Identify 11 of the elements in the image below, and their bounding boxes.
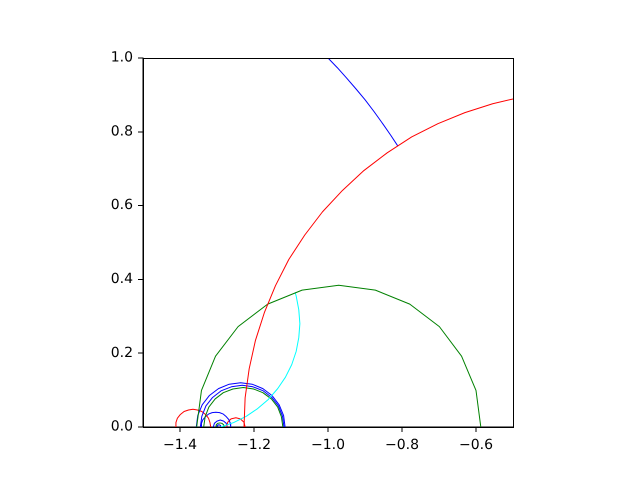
x-tick-label: −0.6 — [459, 437, 494, 454]
y-tick-label: 0.6 — [110, 197, 134, 214]
x-tick-label: −1.0 — [311, 437, 345, 454]
y-tick-label: 0.0 — [110, 418, 133, 435]
x-tick-label: −1.2 — [237, 437, 271, 454]
x-tick-label: −0.8 — [385, 437, 419, 454]
y-tick-label: 0.8 — [110, 123, 133, 140]
y-tick-label: 1.0 — [110, 50, 133, 66]
x-tick-label: −1.4 — [163, 437, 198, 454]
y-tick-label: 0.4 — [110, 271, 134, 288]
y-tick-label: 0.2 — [110, 344, 133, 361]
